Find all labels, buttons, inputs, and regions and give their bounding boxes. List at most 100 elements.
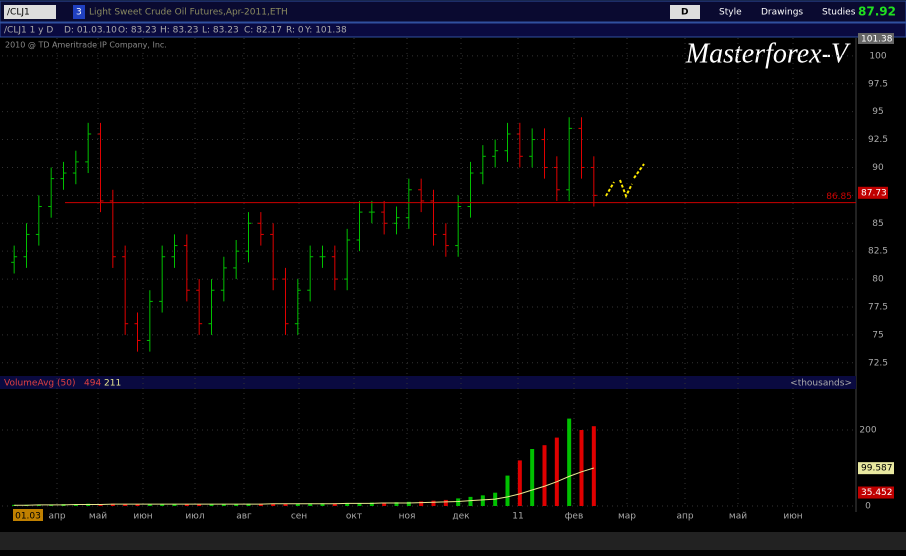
avg-box [858,462,894,475]
volume-bar [431,500,436,506]
y-tick-label: 0 [865,502,871,512]
date-box [13,509,43,521]
x-tick-label: фев [565,512,584,522]
volume-title: VolumeAvg (50) [4,379,75,389]
info-label: /CLJ1 1 y D [4,26,53,36]
y-tick-label: 200 [859,426,876,436]
x-tick-label: мар [618,512,636,522]
y-tick-label: 80 [872,275,884,285]
volume-bar [209,504,214,506]
info-close: C: 82.17 [244,26,282,36]
symbol-box[interactable] [4,5,56,19]
volume-bar [567,418,572,506]
volume-bar [480,495,485,506]
volume-bar [295,503,300,506]
y-tick-label: 82.5 [868,247,888,257]
level-label: 86.85 [826,192,852,202]
volume-bar [382,502,387,506]
volume-bar [246,503,251,506]
drawings-button[interactable]: Drawings [761,8,803,18]
volume-bar [73,504,78,506]
watermark: Masterforex-V [685,38,851,69]
info-open: O: 83.23 [118,26,157,36]
volume-bar [271,503,276,506]
vol-box [858,486,894,499]
volume-bar [110,503,115,506]
volume-bar [184,504,189,506]
last-label: 87.73 [861,188,887,198]
x-tick-label: июн [783,512,802,522]
period: D [681,8,688,18]
volume-bar [123,504,128,506]
symbol: /CLJ1 [7,8,30,18]
volume-bar [308,503,313,506]
y-tick-label: 77.5 [868,302,888,312]
volume-bar [579,430,584,506]
y-tick-label: 100 [869,51,886,61]
x-tick-label: июл [185,512,204,522]
volume-bar [160,504,165,506]
volume-avg [14,467,594,506]
volume-bar [221,504,226,506]
x-tick-label: апр [676,512,693,522]
info-range: R: 0 [286,26,304,36]
volume-bar [345,502,350,506]
y-tick-label: 75 [872,330,883,340]
volume-v2: 211 [104,379,121,389]
vol-label: 35.452 [861,488,893,498]
volume-bar [468,496,473,506]
volume-bar [591,426,596,506]
volume-bar [554,437,559,506]
description: Light Sweet Crude Oil Futures,Apr-2011,E… [89,8,288,18]
last-price: 87.92 [858,5,896,19]
volume-bar [530,449,535,506]
volume-bar [135,504,140,506]
x-tick-label: май [89,512,107,522]
y-tick-label: 85 [872,219,883,229]
volume-bar [542,445,547,506]
volume-v1: 494 [84,379,101,389]
top-label: 101.38 [861,35,893,45]
link-box[interactable] [73,5,85,19]
volume-bar [406,501,411,506]
volume-bar [332,503,337,506]
y-tick-label: 95 [872,107,883,117]
x-tick-label: дек [452,512,470,522]
volume-bar [456,498,461,506]
link: 3 [76,8,82,18]
y-tick-label: 92.5 [868,135,888,145]
y-tick-label: 72.5 [868,358,888,368]
period-box[interactable] [670,5,700,19]
studies-button[interactable]: Studies [822,8,856,18]
copyright: 2010 @ TD Ameritrade IP Company, Inc. [5,41,167,50]
volume-bar [517,460,522,506]
volume-bar [443,499,448,506]
info-date: D: 01.03.10 [64,26,117,36]
volume-bar [357,502,362,506]
volume-bar [98,504,103,506]
x-tick-label: 11 [512,512,523,522]
volume-header [0,376,856,389]
volume-bar [197,504,202,506]
volume-bar [283,503,288,506]
volume-units: <thousands> [790,379,852,389]
y-tick-label: 90 [872,163,884,173]
x-tick-label: май [729,512,747,522]
volume-bar [234,504,239,506]
info-low: L: 83.23 [202,26,239,36]
style-button[interactable]: Style [719,8,742,18]
info-high: H: 83.23 [160,26,198,36]
x-tick-label: окт [346,512,362,522]
x-tick-label: 01.03 [15,512,41,522]
avg-label: 99.587 [861,464,893,474]
x-tick-label: сен [291,512,307,522]
info-y: Y: 101.38 [304,26,347,36]
bottom-bar [0,532,906,550]
volume-bar [258,503,263,506]
y-tick-label: 97.5 [868,79,888,89]
x-tick-label: апр [48,512,65,522]
info-bar [0,22,906,38]
arrows [605,163,645,199]
last-box [858,186,888,199]
